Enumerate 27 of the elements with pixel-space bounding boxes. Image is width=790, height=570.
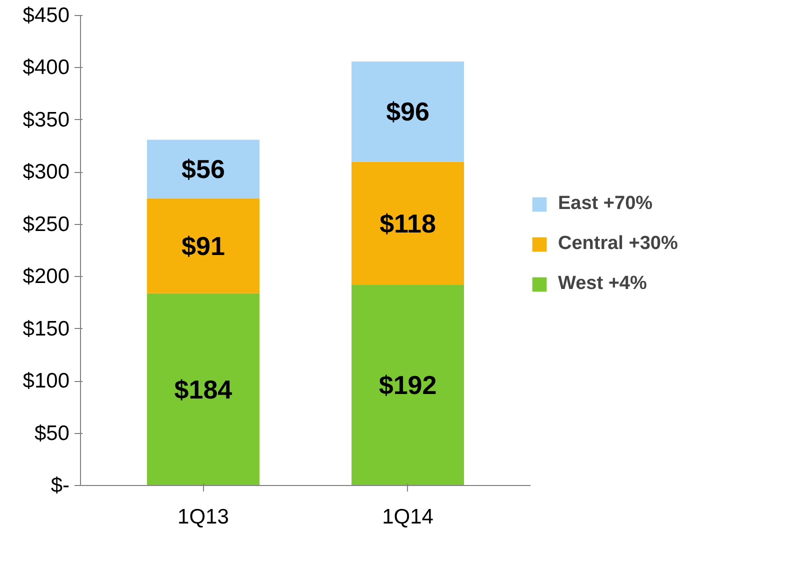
y-tick-label: $250 [22,212,70,236]
x-tick-label: 1Q13 [178,506,229,528]
bar [352,284,464,486]
y-tick-label: $100 [22,370,70,393]
data-label: $96 [386,96,430,127]
y-tick-label: $150 [22,317,70,340]
bar [146,198,260,294]
data-label: $91 [182,230,225,261]
legend-label: West +4% [558,273,647,295]
y-tick-label: $200 [22,265,70,288]
y-tick-label: $450 [22,4,70,27]
bar [146,140,260,198]
legend-label: Central +30% [558,233,678,255]
y-tick-label: $50 [34,422,70,445]
bar [352,61,464,162]
bar [352,162,464,285]
data-label: $184 [174,374,233,404]
y-tick-label: $350 [22,108,70,132]
y-tick-label: $- [50,474,70,497]
y-tick-label: $400 [22,56,70,80]
data-label: $56 [182,154,225,184]
y-tick-label: $300 [22,160,70,184]
data-label: $118 [380,208,436,238]
legend-label: East +70% [558,193,653,215]
data-label: $192 [378,370,437,400]
bar [146,293,260,486]
x-tick-label: 1Q14 [382,506,434,528]
